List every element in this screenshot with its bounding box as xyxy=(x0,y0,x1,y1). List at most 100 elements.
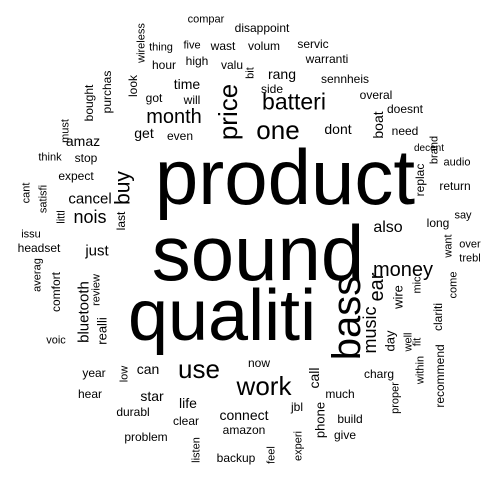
word-music: music xyxy=(360,306,380,354)
word-sound: sound xyxy=(151,209,365,297)
word-realli: realli xyxy=(94,317,110,345)
word-phone: phone xyxy=(312,401,328,439)
word-use: use xyxy=(178,354,220,384)
word-price: price xyxy=(213,83,243,141)
word-boat: boat xyxy=(370,111,386,139)
word-proper: proper xyxy=(389,382,402,414)
word-well: well xyxy=(402,332,415,352)
word-comfort: comfort xyxy=(49,271,63,313)
word-now: now xyxy=(247,356,271,370)
word-say: say xyxy=(454,209,472,222)
word-one: one xyxy=(256,115,300,145)
word-audio: audio xyxy=(443,156,471,169)
word-thing: thing xyxy=(149,41,173,54)
word-need: need xyxy=(391,124,419,138)
word-clear: clear xyxy=(172,414,200,428)
word-give: give xyxy=(333,428,357,442)
word-hear: hear xyxy=(77,387,103,401)
word-clariti: clariti xyxy=(431,302,445,332)
word-servic: servic xyxy=(297,37,329,51)
word-can: can xyxy=(136,361,160,377)
word-return: return xyxy=(439,179,471,193)
word-recommend: recommend xyxy=(433,344,447,408)
word-expect: expect xyxy=(58,169,94,183)
word-ear: ear xyxy=(366,272,388,302)
word-connect: connect xyxy=(219,407,269,423)
word-cant: cant xyxy=(20,182,33,204)
word-get: get xyxy=(134,125,154,141)
word-jbl: jbl xyxy=(290,400,304,414)
word-doesnt: doesnt xyxy=(386,102,424,116)
word-want: want xyxy=(442,234,455,258)
word-issu: issu xyxy=(21,228,41,241)
word-listen: listen xyxy=(190,437,203,463)
word-just: just xyxy=(85,242,109,260)
word-stop: stop xyxy=(74,151,98,165)
word-problem: problem xyxy=(124,430,168,444)
word-bit: bit xyxy=(244,67,257,79)
word-decent: decent xyxy=(413,143,445,154)
word-warranti: warranti xyxy=(305,52,349,66)
word-build: build xyxy=(337,412,363,426)
word-averag: averag xyxy=(31,258,44,292)
word-headset: headset xyxy=(17,241,61,255)
word-must: must xyxy=(59,119,72,143)
word-qualiti: qualiti xyxy=(127,276,317,356)
word-look: look xyxy=(126,74,140,98)
word-got: got xyxy=(145,91,163,105)
word-batteri: batteri xyxy=(262,88,326,115)
word-amaz: amaz xyxy=(65,133,101,149)
word-dont: dont xyxy=(324,121,352,137)
word-feel: feel xyxy=(265,446,278,464)
word-experi: experi xyxy=(292,431,305,461)
word-year: year xyxy=(82,366,106,380)
word-replac: replac xyxy=(413,163,427,197)
word-come: come xyxy=(447,271,460,299)
word-star: star xyxy=(140,388,164,404)
word-side: side xyxy=(260,82,284,96)
word-buy: buy xyxy=(111,171,135,205)
word-also: also xyxy=(373,219,403,236)
word-disappoint: disappoint xyxy=(234,21,290,35)
word-amazon: amazon xyxy=(222,423,266,437)
word-bought: bought xyxy=(82,84,96,122)
word-think: think xyxy=(38,151,62,164)
word-review: review xyxy=(90,274,103,306)
word-bluetooth: bluetooth xyxy=(75,281,93,343)
word-hour: hour xyxy=(151,58,177,72)
word-trebl: trebl xyxy=(459,252,481,265)
word-littl: littl xyxy=(55,210,68,224)
word-satisfi: satisfi xyxy=(37,184,50,214)
word-month: month xyxy=(146,106,202,128)
word-long: long xyxy=(426,216,450,230)
word-low: low xyxy=(118,365,131,383)
word-charg: charg xyxy=(363,367,395,381)
word-durabl: durabl xyxy=(116,405,150,419)
word-nois: nois xyxy=(73,207,107,227)
word-rang: rang xyxy=(267,66,297,82)
word-over: over xyxy=(459,238,481,251)
word-sennheis: sennheis xyxy=(320,72,370,86)
word-cancel: cancel xyxy=(68,190,112,208)
word-volum: volum xyxy=(247,39,281,53)
word-will: will xyxy=(183,93,201,107)
word-five: five xyxy=(183,39,201,52)
word-even: even xyxy=(166,129,194,143)
word-wast: wast xyxy=(210,39,236,53)
word-backup: backup xyxy=(216,451,256,465)
word-work: work xyxy=(236,371,292,401)
word-last: last xyxy=(114,211,128,231)
word-voic: voic xyxy=(46,334,66,347)
word-high: high xyxy=(185,54,209,68)
word-valu: valu xyxy=(220,58,244,72)
word-money: money xyxy=(372,259,434,281)
word-overal: overal xyxy=(359,88,393,102)
word-day: day xyxy=(382,330,398,352)
word-call: call xyxy=(306,367,322,389)
word-purchas: purchas xyxy=(100,70,114,114)
word-wireless: wireless xyxy=(135,23,148,63)
word-mic: mic xyxy=(411,276,424,294)
word-within: within xyxy=(414,355,427,385)
word-time: time xyxy=(173,76,201,92)
